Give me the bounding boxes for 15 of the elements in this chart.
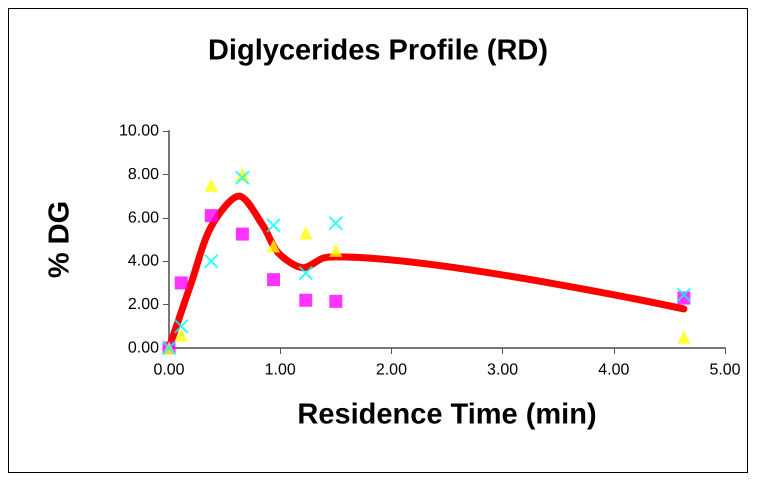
y-tick-label: 10.00 xyxy=(118,122,160,140)
x-tick-label: 4.00 xyxy=(598,362,630,378)
x-axis-title: Residence Time (min) xyxy=(297,398,597,430)
x-tick-label: 5.00 xyxy=(709,362,741,378)
x-tick-label: 1.00 xyxy=(264,362,296,378)
y-tick-label: 8.00 xyxy=(128,166,160,183)
y-tick-label: 2.00 xyxy=(128,296,160,314)
x-tick-label: 2.00 xyxy=(376,362,408,378)
x-tick-label: 0.00 xyxy=(153,362,185,378)
chart-title: Diglycerides Profile (RD) xyxy=(208,34,548,66)
y-axis-title: % DG xyxy=(44,200,76,278)
y-tick-label: 0.00 xyxy=(128,340,160,356)
x-tick-label: 3.00 xyxy=(487,362,518,378)
y-tick-label: 6.00 xyxy=(128,209,160,226)
y-tick-label: 4.00 xyxy=(128,252,160,270)
